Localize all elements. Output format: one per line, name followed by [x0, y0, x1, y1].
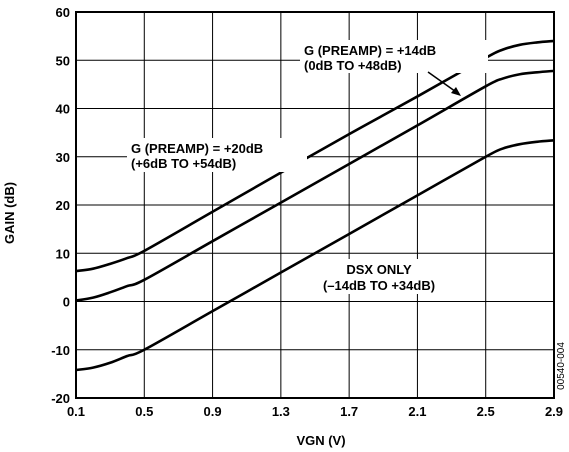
y-tick-label-0: 60	[56, 5, 70, 20]
series-line-3	[75, 139, 555, 372]
x-tick-label-3: 1.3	[272, 404, 290, 419]
y-tick-label-5: 10	[56, 246, 70, 261]
y-tick-label-1: 50	[56, 53, 70, 68]
x-tick-label-4: 1.7	[340, 404, 358, 419]
figure-code: 00540-004	[556, 342, 567, 390]
y-axis-title: GAIN (dB)	[2, 182, 17, 244]
annotation-3-bg	[308, 259, 450, 294]
series-line-1	[75, 39, 555, 273]
y-tick-label-7: -10	[51, 343, 70, 358]
annotation-1-arrowhead	[451, 87, 461, 96]
y-tick-label-6: 0	[63, 295, 70, 310]
y-tick-label-2: 40	[56, 102, 70, 117]
y-tick-label-3: 30	[56, 150, 70, 165]
x-tick-label-6: 2.5	[477, 404, 495, 419]
annotation-2-line-2: (+6dB TO +54dB)	[131, 156, 236, 171]
y-tick-labels: 60 50 40 30 20 10 0 -10 -20	[51, 5, 70, 406]
x-tick-label-1: 0.5	[135, 404, 153, 419]
plot-frame	[75, 11, 555, 399]
x-tick-label-7: 2.9	[545, 404, 563, 419]
x-tick-label-5: 2.1	[408, 404, 426, 419]
annotation-3-line-2: (–14dB TO +34dB)	[323, 278, 435, 293]
annotation-2-line-1: G (PREAMP) = +20dB	[131, 141, 263, 156]
y-tick-label-8: -20	[51, 391, 70, 406]
annotation-1-line-1: G (PREAMP) = +14dB	[304, 43, 436, 58]
y-tick-label-4: 20	[56, 198, 70, 213]
x-axis-title: VGN (V)	[296, 433, 345, 448]
annotation-1-bg	[300, 40, 488, 73]
series-line-2	[75, 69, 555, 302]
annotation-3-line-1: DSX ONLY	[346, 262, 412, 277]
annotation-2-bg	[127, 138, 307, 172]
x-tick-labels: 0.1 0.5 0.9 1.3 1.7 2.1 2.5 2.9	[67, 404, 563, 419]
annotation-1-line-2: (0dB TO +48dB)	[304, 58, 402, 73]
x-tick-label-2: 0.9	[204, 404, 222, 419]
x-tick-label-0: 0.1	[67, 404, 85, 419]
series-group	[75, 39, 555, 372]
